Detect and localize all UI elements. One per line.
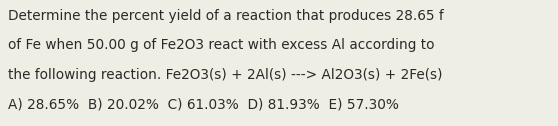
- Text: Determine the percent yield of a reaction that produces 28.65 f: Determine the percent yield of a reactio…: [8, 9, 444, 23]
- Text: A) 28.65%  B) 20.02%  C) 61.03%  D) 81.93%  E) 57.30%: A) 28.65% B) 20.02% C) 61.03% D) 81.93% …: [8, 98, 399, 112]
- Text: the following reaction. Fe2O3(s) + 2Al(s) ---> Al2O3(s) + 2Fe(s): the following reaction. Fe2O3(s) + 2Al(s…: [8, 68, 443, 82]
- Text: of Fe when 50.00 g of Fe2O3 react with excess Al according to: of Fe when 50.00 g of Fe2O3 react with e…: [8, 38, 435, 52]
